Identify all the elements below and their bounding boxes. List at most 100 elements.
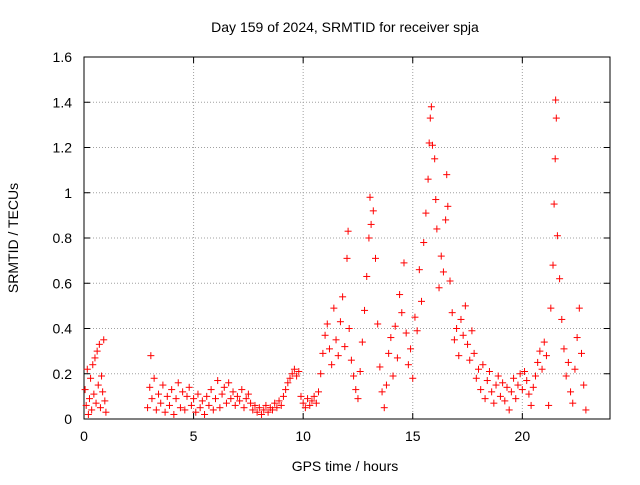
data-point: [435, 284, 443, 292]
y-tick-label: 0: [64, 411, 72, 427]
data-point: [207, 386, 215, 394]
data-point: [510, 374, 518, 382]
data-point: [358, 338, 366, 346]
data-point: [490, 399, 498, 407]
data-point: [157, 399, 165, 407]
data-point: [220, 383, 228, 391]
data-point: [290, 365, 298, 373]
data-point: [284, 379, 292, 387]
data-point: [297, 392, 305, 400]
data-point: [376, 363, 384, 371]
data-point: [172, 395, 180, 403]
data-point: [301, 404, 309, 412]
data-point: [227, 395, 235, 403]
data-point: [418, 297, 426, 305]
x-tick-label: 0: [80, 428, 88, 444]
data-point: [247, 399, 255, 407]
data-point: [196, 404, 204, 412]
data-point: [147, 352, 155, 360]
data-point: [426, 114, 434, 122]
data-point: [293, 372, 301, 380]
data-point: [299, 399, 307, 407]
data-point: [295, 367, 303, 375]
data-point: [538, 365, 546, 373]
data-point: [475, 365, 482, 373]
data-point: [437, 252, 445, 260]
data-point: [286, 374, 294, 382]
data-point: [396, 291, 404, 299]
data-point: [170, 410, 178, 418]
data-point: [192, 408, 200, 416]
data-points: [81, 96, 590, 418]
data-point: [277, 401, 285, 409]
data-point: [91, 354, 99, 362]
data-point: [352, 386, 360, 394]
data-point: [433, 225, 441, 233]
data-point: [319, 349, 327, 357]
x-tick-label: 15: [405, 428, 421, 444]
data-point: [477, 386, 485, 394]
data-point: [268, 406, 276, 414]
data-point: [144, 404, 152, 412]
data-point: [198, 397, 206, 405]
data-point: [321, 331, 329, 339]
data-point: [431, 155, 439, 163]
data-point: [420, 239, 428, 247]
y-tick-label: 1.6: [53, 49, 73, 65]
data-point: [310, 392, 318, 400]
data-point: [325, 345, 333, 353]
data-point: [527, 401, 535, 409]
data-point: [271, 399, 279, 407]
data-point: [282, 386, 290, 394]
data-point: [569, 399, 577, 407]
data-point: [494, 372, 502, 380]
data-point: [540, 338, 548, 346]
data-point: [90, 390, 98, 398]
data-point: [404, 361, 412, 369]
data-point: [179, 388, 187, 396]
data-point: [155, 390, 163, 398]
data-point: [275, 397, 283, 405]
data-point: [499, 379, 507, 387]
data-point: [432, 196, 440, 204]
data-point: [341, 343, 349, 351]
data-point: [317, 370, 325, 378]
data-point: [501, 397, 509, 405]
data-point: [382, 381, 390, 389]
data-point: [573, 334, 581, 342]
x-tick-label: 10: [295, 428, 311, 444]
data-point: [505, 406, 513, 414]
data-point: [174, 379, 182, 387]
data-point: [428, 141, 436, 149]
data-point: [409, 374, 417, 382]
data-point: [542, 352, 550, 360]
data-point: [580, 381, 588, 389]
data-point: [411, 313, 419, 321]
data-point: [427, 103, 435, 111]
data-point: [183, 392, 191, 400]
data-point: [343, 254, 351, 262]
data-point: [393, 354, 401, 362]
data-point: [549, 261, 557, 269]
data-point: [361, 306, 369, 314]
data-point: [547, 304, 555, 312]
y-axis-label: SRMTID / TECUs: [5, 183, 21, 293]
data-point: [328, 361, 336, 369]
data-point: [523, 377, 531, 385]
data-point: [400, 259, 408, 267]
data-point: [455, 352, 463, 360]
data-point: [514, 381, 522, 389]
data-point: [231, 401, 239, 409]
data-point: [88, 406, 96, 414]
data-point: [225, 379, 233, 387]
data-point: [98, 372, 106, 380]
data-point: [240, 404, 248, 412]
data-point: [571, 365, 579, 373]
y-tick-label: 1.2: [53, 140, 73, 156]
data-point: [363, 272, 371, 280]
data-point: [146, 383, 154, 391]
data-point: [165, 401, 173, 409]
data-point: [336, 318, 344, 326]
data-point: [578, 349, 586, 357]
